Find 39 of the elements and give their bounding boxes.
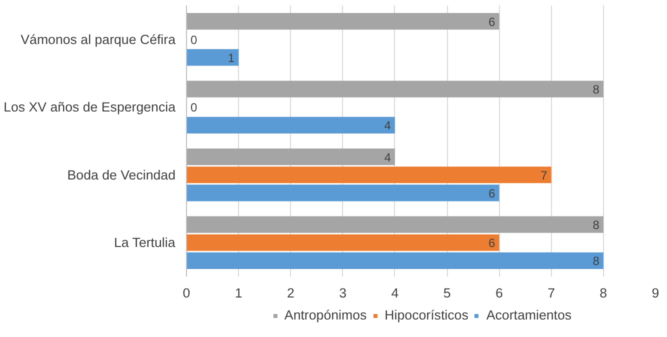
x-tick-label: 4 — [391, 286, 400, 300]
bar — [186, 49, 239, 66]
y-tick-label: Los XV años de Espergencia — [4, 100, 176, 115]
data-label: 6 — [488, 186, 496, 200]
x-tick-label: 0 — [182, 286, 190, 300]
data-label: 6 — [488, 236, 496, 250]
data-label: 8 — [592, 254, 600, 268]
x-tick-label: 1 — [234, 286, 242, 300]
y-tick-label: Boda de Vecindad — [67, 167, 176, 182]
data-label: 1 — [228, 50, 235, 65]
data-label: 7 — [540, 168, 548, 182]
data-label: 6 — [488, 14, 496, 29]
bar — [186, 166, 552, 184]
x-tick-label: 3 — [339, 286, 347, 300]
data-label: 8 — [592, 82, 600, 97]
legend-label: Hipocorísticos — [384, 308, 468, 322]
bar — [186, 116, 395, 134]
x-tick-label: 2 — [287, 286, 294, 300]
bar — [186, 80, 604, 98]
data-label: 0 — [190, 32, 198, 47]
bar — [186, 234, 500, 251]
bar — [186, 148, 395, 166]
x-tick-label: 7 — [548, 286, 555, 300]
bar — [186, 184, 500, 202]
data-label: 4 — [384, 150, 392, 164]
y-tick-label: La Tertulia — [114, 235, 176, 250]
legend-label: Antropónimos — [284, 308, 367, 322]
legend-label: Acortamientos — [486, 308, 572, 322]
x-tick-label: 5 — [443, 286, 451, 300]
x-tick-label: 9 — [652, 286, 660, 300]
data-label: 0 — [190, 100, 198, 115]
bar — [186, 252, 604, 269]
x-tick-label: 8 — [600, 286, 608, 300]
bar — [186, 13, 500, 30]
x-tick-label: 6 — [495, 286, 503, 300]
data-label: 8 — [592, 218, 600, 232]
bar — [186, 216, 604, 233]
y-tick-label: Vámonos al parque Céfira — [20, 32, 176, 47]
data-label: 4 — [384, 118, 392, 133]
